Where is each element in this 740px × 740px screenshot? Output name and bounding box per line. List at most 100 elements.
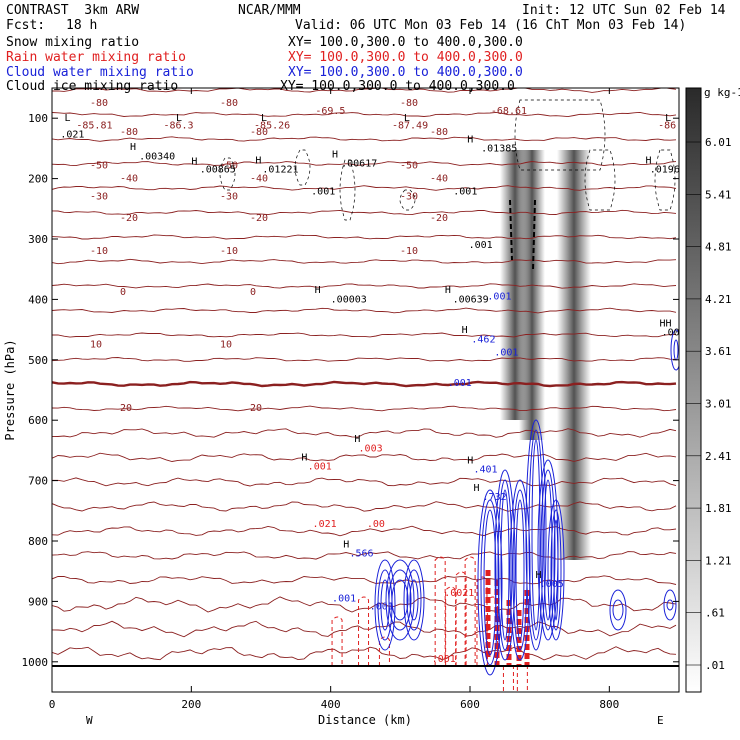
contour-label: .001 (469, 240, 493, 251)
temperature-label: -50 (220, 160, 238, 171)
contour-label: .00865 (200, 165, 236, 176)
cloud-ice-contour (509, 199, 536, 271)
temperature-label: -20 (430, 213, 448, 224)
cloud-water-contour (497, 479, 513, 651)
temperature-line (52, 501, 677, 512)
temperature-label: 0 (250, 287, 256, 298)
cloud-water-contour (477, 489, 503, 676)
temperature-line (52, 525, 677, 537)
colorbar-level: 5.41 (705, 188, 732, 201)
temperature-line (52, 185, 677, 191)
center-title: NCAR/MMM (238, 3, 301, 18)
contour-label: H (467, 134, 473, 145)
temperature-label: 20 (120, 403, 132, 414)
temperature-line (52, 575, 677, 585)
contour-label: L (404, 113, 410, 124)
contour-label: H (535, 570, 541, 581)
contour-label: H (467, 456, 473, 467)
contour-label: H (473, 483, 479, 494)
temperature-label: -20 (250, 213, 268, 224)
contour-label: .01385 (481, 143, 517, 154)
forecast-label: Fcst: (6, 18, 46, 33)
contour-label: L (65, 113, 71, 124)
contour-label: .001 (311, 186, 335, 197)
field-rain-label: Rain water mixing ratio (6, 50, 187, 65)
rain-contour (331, 616, 343, 666)
west-label: W (86, 714, 93, 727)
rain-contour (476, 576, 488, 666)
y-tick-label: 200 (28, 173, 48, 186)
temperature-label: -80 (120, 127, 138, 138)
contour-label: H (462, 325, 468, 336)
temperature-label: -10 (90, 246, 108, 257)
field-rain-xy: XY= 100.0,300.0 to 400.0,300.0 (288, 50, 523, 65)
contour-label: H (130, 142, 136, 153)
colorbar-ramp (685, 87, 702, 693)
cloud-water-contour (515, 499, 525, 641)
temperature-label: 10 (90, 340, 102, 351)
contour-label: .001 (448, 378, 472, 389)
contour-label: HH (659, 319, 671, 330)
east-label: E (657, 714, 664, 727)
cloud-ice-contour (219, 157, 236, 191)
cloud-water-contour (540, 469, 556, 631)
contour-label: H (343, 540, 349, 551)
contour-label: .001 (308, 462, 332, 473)
contour-label: .01221 (262, 165, 298, 176)
contour-label: H (191, 157, 197, 168)
contour-label: .001 (432, 654, 456, 665)
rain-contour (434, 556, 446, 666)
cloud-ice-contour (399, 189, 416, 211)
y-tick-label: 300 (28, 233, 48, 246)
snow-shading (500, 150, 591, 560)
contour-label: -86.3 (163, 120, 193, 131)
temperature-line (52, 405, 677, 412)
cloud-water-contour (670, 329, 679, 371)
cloud-water-contour (406, 569, 422, 631)
temperature-line (52, 283, 677, 289)
contour-label: .021 (313, 519, 337, 530)
contour-label: .0021 (444, 588, 474, 599)
contour-label: L (665, 113, 671, 124)
contour-label: -68.61 (491, 106, 527, 117)
temperature-label: -10 (400, 246, 418, 257)
cloud-water-contour (609, 589, 627, 631)
contour-label: H (315, 285, 321, 296)
temperature-line (52, 551, 677, 560)
colorbar-level: 1.21 (705, 554, 732, 567)
rain-contour (445, 586, 457, 666)
temperature-label: 10 (220, 340, 232, 351)
contour-label: H (354, 434, 360, 445)
rain-contour (358, 596, 370, 666)
init-time: Init: 12 UTC Sun 02 Feb 14 (522, 3, 726, 18)
contour-label: .00617 (341, 159, 377, 170)
contour-label: -85.26 (254, 120, 290, 131)
colorbar: g kg-1 6.01 5.41 4.81 4.21 3.61 3.01 2.41 1.81 1… (685, 86, 740, 693)
cloud-water-contour (374, 559, 396, 651)
rain-contour (464, 556, 476, 666)
x-axis: 0 200 400 600 800 (49, 88, 619, 711)
snow-band (557, 150, 591, 560)
field-cloudwater-xy: XY= 100.0,300.0 to 400.0,300.0 (288, 65, 523, 80)
temperature-line (52, 380, 677, 388)
contour-label: .005 (540, 579, 564, 590)
cloud-water-contours (374, 329, 679, 676)
contour-label: .001 (370, 601, 394, 612)
temperature-label: -10 (220, 246, 238, 257)
y-tick-label: 900 (28, 595, 48, 608)
cloud-water-contour (666, 599, 674, 611)
colorbar-level: 6.01 (705, 136, 732, 149)
y-tick-label: 400 (28, 293, 48, 306)
temperature-label: -50 (90, 160, 108, 171)
forecast-hour: 18 h (66, 18, 98, 33)
field-cloudice-xy: XY= 100.0,300.0 to 400.0,300.0 (280, 79, 515, 94)
temperature-label: -80 (90, 98, 108, 109)
cloud-water-contour (525, 419, 547, 651)
contour-annotations: -85.81L-86.3L-85.26L-69.5-87.49L-68.61-8… (60, 106, 679, 665)
cloud-water-contour (547, 499, 565, 641)
y-tick-label: 800 (28, 535, 48, 548)
temperature-label: -30 (90, 192, 108, 203)
cloud-water-contour (388, 569, 412, 631)
temperature-label: -40 (250, 174, 268, 185)
field-snow-label: Snow mixing ratio (6, 35, 140, 50)
